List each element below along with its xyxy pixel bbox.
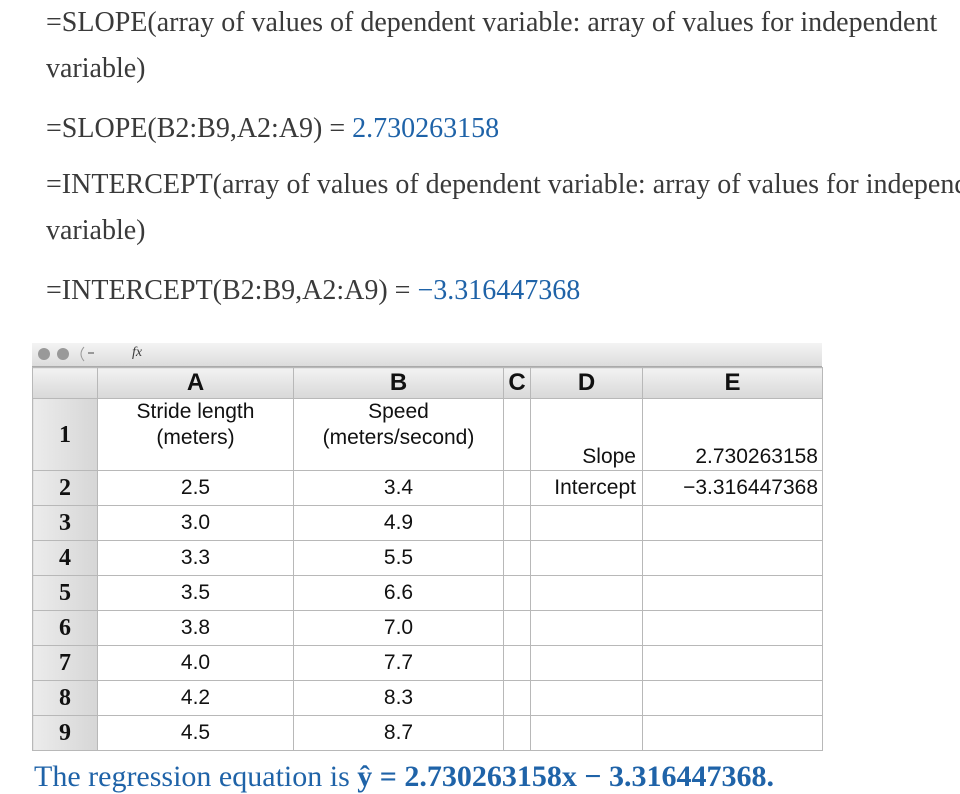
- cell: [503, 645, 531, 681]
- cell: [642, 575, 823, 611]
- row-number: 7: [32, 645, 98, 681]
- cell: [530, 505, 643, 541]
- column-header: A: [97, 367, 294, 399]
- cell: 3.3: [97, 540, 294, 576]
- cell: [642, 505, 823, 541]
- column-header: D: [530, 367, 643, 399]
- sheet-row: 5 3.5 6.6: [32, 575, 823, 611]
- cell: Stride length (meters): [97, 398, 294, 471]
- cell: 4.9: [293, 505, 504, 541]
- cell: 6.6: [293, 575, 504, 611]
- close-icon: [38, 348, 50, 360]
- corner-cell: [32, 367, 98, 399]
- cell: [503, 470, 531, 506]
- cell: [503, 540, 531, 576]
- column-header: E: [642, 367, 823, 399]
- cell: 5.5: [293, 540, 504, 576]
- cell: 4.5: [97, 715, 294, 751]
- column-header: B: [293, 367, 504, 399]
- cell: [530, 680, 643, 716]
- cell: Intercept: [530, 470, 643, 506]
- cell: Speed (meters/second): [293, 398, 504, 471]
- minus-icon: [88, 352, 94, 354]
- cell: −3.316447368: [642, 470, 823, 506]
- sheet-row: 4 3.3 5.5: [32, 540, 823, 576]
- sheet-row: 6 3.8 7.0: [32, 610, 823, 646]
- cell: [503, 610, 531, 646]
- cell: [503, 575, 531, 611]
- accept-icon: [57, 348, 69, 360]
- sheet-row: 2 2.5 3.4 Intercept −3.316447368: [32, 470, 823, 506]
- cell: [503, 715, 531, 751]
- cell: 2.730263158: [642, 398, 823, 471]
- cell: 3.8: [97, 610, 294, 646]
- cell: [503, 505, 531, 541]
- cell: [530, 540, 643, 576]
- equation-math: ŷ = 2.730263158x − 3.316447368.: [357, 760, 774, 793]
- column-header: C: [503, 367, 531, 399]
- formula-line: =SLOPE(B2:B9,A2:A9) = 2.730263158: [46, 106, 960, 152]
- sheet-row: 1 Stride length (meters) Speed (meters/sec…: [32, 398, 823, 471]
- row-number: 5: [32, 575, 98, 611]
- sheet-row: 8 4.2 8.3: [32, 680, 823, 716]
- cell: [642, 610, 823, 646]
- formula-result: 2.730263158: [352, 113, 500, 144]
- cell: [503, 398, 531, 471]
- cell: 8.7: [293, 715, 504, 751]
- cell: 2.5: [97, 470, 294, 506]
- cell: [642, 645, 823, 681]
- paragraph: =INTERCEPT(array of values of dependent …: [46, 162, 960, 254]
- cell: [642, 540, 823, 576]
- row-number: 3: [32, 505, 98, 541]
- cell: [530, 610, 643, 646]
- toolbar: fx: [32, 343, 822, 367]
- toolbar-icons: [38, 346, 94, 362]
- sheet-row: 3 3.0 4.9: [32, 505, 823, 541]
- equation: The regression equation is ŷ = 2.7302631…: [34, 760, 774, 794]
- sheet-grid: A B C D E 1 Stride length (meters) Speed (meter…: [32, 367, 823, 751]
- sheet-row: 7 4.0 7.7: [32, 645, 823, 681]
- row-number: 8: [32, 680, 98, 716]
- sheet-row: 9 4.5 8.7: [32, 715, 823, 751]
- cell: 7.0: [293, 610, 504, 646]
- row-number: 6: [32, 610, 98, 646]
- cell: [530, 575, 643, 611]
- formula: =SLOPE(B2:B9,A2:A9) =: [46, 113, 346, 144]
- formula-line: =INTERCEPT(B2:B9,A2:A9) = −3.316447368: [46, 268, 960, 314]
- cell: [530, 645, 643, 681]
- equation-prefix: The regression equation is: [34, 760, 350, 793]
- cell: 3.0: [97, 505, 294, 541]
- cell: [642, 715, 823, 751]
- row-number: 1: [32, 398, 98, 471]
- spreadsheet: fx A B C D E 1 Stride length (meters) Speed (me…: [32, 343, 823, 751]
- formula: =INTERCEPT(B2:B9,A2:A9) =: [46, 275, 411, 306]
- cell: Slope: [530, 398, 643, 471]
- cell: 8.3: [293, 680, 504, 716]
- paragraph-text: =INTERCEPT(array of values of dependent …: [46, 169, 960, 246]
- divider: [80, 346, 85, 362]
- cell: 4.0: [97, 645, 294, 681]
- cell: 7.7: [293, 645, 504, 681]
- function-label: fx: [132, 345, 143, 360]
- row-number: 4: [32, 540, 98, 576]
- formula-result: −3.316447368: [417, 275, 581, 306]
- row-number: 9: [32, 715, 98, 751]
- cell: [530, 715, 643, 751]
- paragraph: =SLOPE(array of values of dependent vari…: [46, 7, 938, 84]
- row-number: 2: [32, 470, 98, 506]
- cell: [503, 680, 531, 716]
- cell: 4.2: [97, 680, 294, 716]
- cell: [642, 680, 823, 716]
- cell: 3.4: [293, 470, 504, 506]
- cell: 3.5: [97, 575, 294, 611]
